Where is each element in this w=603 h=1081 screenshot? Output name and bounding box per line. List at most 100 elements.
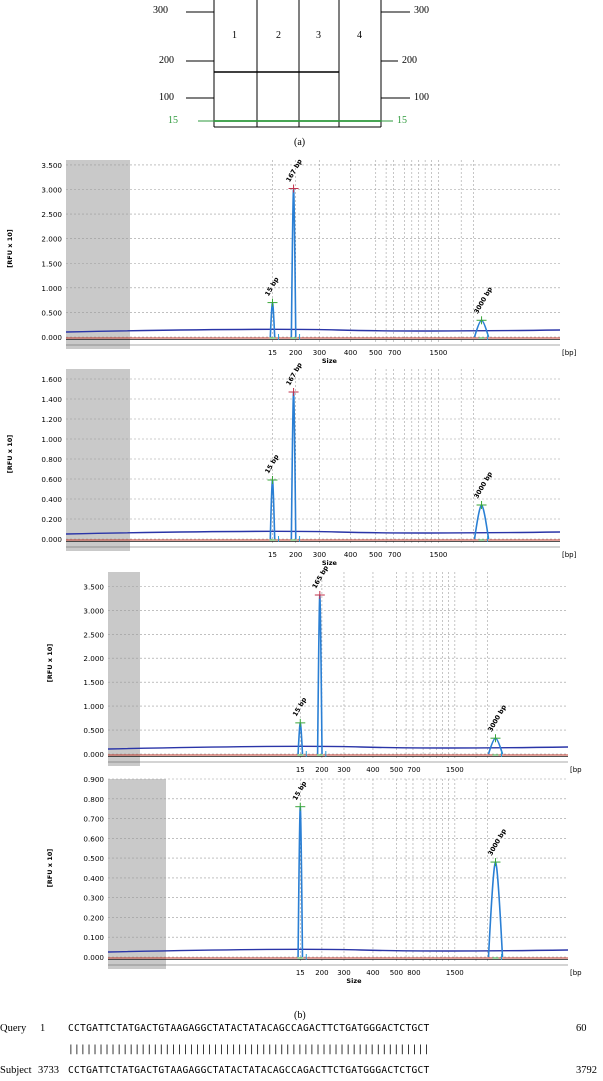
x-tick-label: 1500 — [430, 349, 448, 357]
peak-label: 3000 bp — [486, 827, 508, 857]
subject-name: Subject — [0, 1065, 32, 1076]
subject-row: Subject 3733 CCTGATTCTATGACTGTAAGAGGCTAT… — [0, 1065, 603, 1079]
y-axis-title: [RFU x 10] — [46, 849, 54, 887]
subject-start: 3733 — [38, 1065, 59, 1076]
x-tick-label: 1500 — [446, 766, 464, 774]
ladder-label-left-100: 100 — [159, 92, 174, 103]
baseline-blue — [107, 745, 569, 750]
y-tick-label: 0.100 — [83, 933, 104, 942]
y-tick-label: 1.200 — [41, 415, 62, 424]
x-tick-label: 500 — [390, 969, 403, 977]
y-tick-label: 0.400 — [41, 495, 62, 504]
baseline-blue — [107, 948, 569, 953]
y-tick-label: 0.500 — [41, 308, 62, 317]
ladder-label-right-300: 300 — [414, 5, 429, 16]
y-tick-label: 0.500 — [83, 854, 104, 863]
y-tick-label: 1.400 — [41, 395, 62, 404]
x-tick-label: 1500 — [446, 969, 464, 977]
subject-end: 3792 — [576, 1065, 597, 1076]
shaded-region — [108, 779, 166, 969]
x-tick-label: 200 — [315, 969, 328, 977]
x-unit-label: [bp] — [562, 551, 577, 559]
shaded-region — [66, 160, 130, 349]
electropherogram-1: 3.500 3.000 2.500 2.000 1.500 1.000 0.500 0.000… — [6, 157, 577, 365]
x-tick-label: 400 — [344, 551, 357, 559]
peak-trace — [473, 504, 490, 540]
y-tick-label: 0.000 — [83, 750, 104, 759]
y-axis-title: [RFU x 10] — [6, 229, 14, 267]
x-tick-label: 1500 — [430, 551, 448, 559]
panel-b-label: (b) — [294, 1010, 306, 1021]
x-tick-label: 500 — [390, 766, 403, 774]
ladder-label-right-200: 200 — [402, 55, 417, 66]
x-tick-label: 400 — [366, 969, 379, 977]
y-tick-label: 1.500 — [41, 259, 62, 268]
electropherogram-2: 1.600 1.400 1.200 1.000 0.800 0.600 0.400 0.200… — [6, 361, 577, 567]
y-tick-label: 0.000 — [41, 333, 62, 342]
x-tick-label: 200 — [289, 349, 302, 357]
x-tick-label: 700 — [407, 766, 420, 774]
y-tick-label: 0.000 — [41, 535, 62, 544]
x-tick-label: 700 — [388, 551, 401, 559]
x-tick-label: 15 — [296, 766, 305, 774]
x-tick-label: 500 — [369, 551, 382, 559]
lane-label-4: 4 — [357, 30, 362, 41]
x-tick-label: 15 — [268, 551, 277, 559]
y-tick-label: 1.000 — [41, 284, 62, 293]
y-tick-label: 0.800 — [41, 455, 62, 464]
x-tick-label: 300 — [337, 766, 350, 774]
peak-trace — [487, 861, 504, 958]
query-start: 1 — [40, 1023, 46, 1034]
y-tick-label: 0.900 — [83, 775, 104, 784]
ladder-label-left-300: 300 — [153, 5, 168, 16]
ladder-label-left-200: 200 — [159, 55, 174, 66]
y-tick-label: 2.500 — [41, 210, 62, 219]
x-unit-label: [bp — [570, 969, 582, 977]
baseline-blue — [65, 530, 561, 535]
match-row: ||||||||||||||||||||||||||||||||||||||||… — [0, 1044, 603, 1058]
lane-label-2: 2 — [276, 30, 281, 41]
ladder-label-right-100: 100 — [414, 92, 429, 103]
lane-label-3: 3 — [316, 30, 321, 41]
y-tick-label: 0.400 — [83, 874, 104, 883]
x-tick-label: 15 — [268, 349, 277, 357]
peak-label: 15 bp — [263, 453, 280, 475]
x-tick-label: 400 — [366, 766, 379, 774]
query-row: Query 1 CCTGATTCTATGACTGTAAGAGGCTATACTAT… — [0, 1023, 603, 1037]
peak-label: 3000 bp — [472, 285, 494, 315]
peak-label: 15 bp — [291, 780, 308, 802]
electropherogram-3: 3.500 3.000 2.500 2.000 1.500 1.000 0.500 0.000… — [46, 564, 582, 774]
y-tick-label: 0.700 — [83, 815, 104, 824]
x-tick-label: 700 — [388, 349, 401, 357]
query-sequence: CCTGATTCTATGACTGTAAGAGGCTATACTATACAGCCAG… — [68, 1023, 430, 1034]
ladder-label-left-15: 15 — [168, 115, 178, 126]
x-axis-title: Size — [322, 559, 338, 567]
y-tick-label: 0.800 — [83, 795, 104, 804]
x-tick-label: 200 — [315, 766, 328, 774]
y-tick-label: 0.600 — [83, 834, 104, 843]
x-tick-label: 500 — [369, 349, 382, 357]
x-tick-label: 300 — [313, 349, 326, 357]
y-tick-label: 3.000 — [83, 606, 104, 615]
y-axis-title: [RFU x 10] — [6, 435, 14, 473]
query-name: Query — [0, 1023, 27, 1034]
peak-label: 3000 bp — [486, 703, 508, 733]
shaded-region — [66, 369, 130, 551]
ladder-label-right-15: 15 — [397, 115, 407, 126]
y-tick-label: 2.000 — [41, 235, 62, 244]
x-tick-label: 400 — [344, 349, 357, 357]
y-axis-title: [RFU x 10] — [46, 644, 54, 682]
peak-trace — [316, 594, 323, 755]
y-tick-label: 3.500 — [83, 582, 104, 591]
x-unit-label: [bp — [570, 766, 582, 774]
panel-a-label: (a) — [294, 137, 306, 148]
x-tick-label: 300 — [313, 551, 326, 559]
lane-label-1: 1 — [232, 30, 237, 41]
x-tick-label: 200 — [289, 551, 302, 559]
subject-sequence: CCTGATTCTATGACTGTAAGAGGCTATACTATACAGCCAG… — [68, 1065, 430, 1076]
y-tick-label: 2.000 — [83, 654, 104, 663]
peak-label: 167 bp — [284, 361, 304, 387]
x-tick-label: 800 — [407, 969, 420, 977]
peak-trace — [297, 805, 304, 958]
y-tick-label: 1.500 — [83, 678, 104, 687]
